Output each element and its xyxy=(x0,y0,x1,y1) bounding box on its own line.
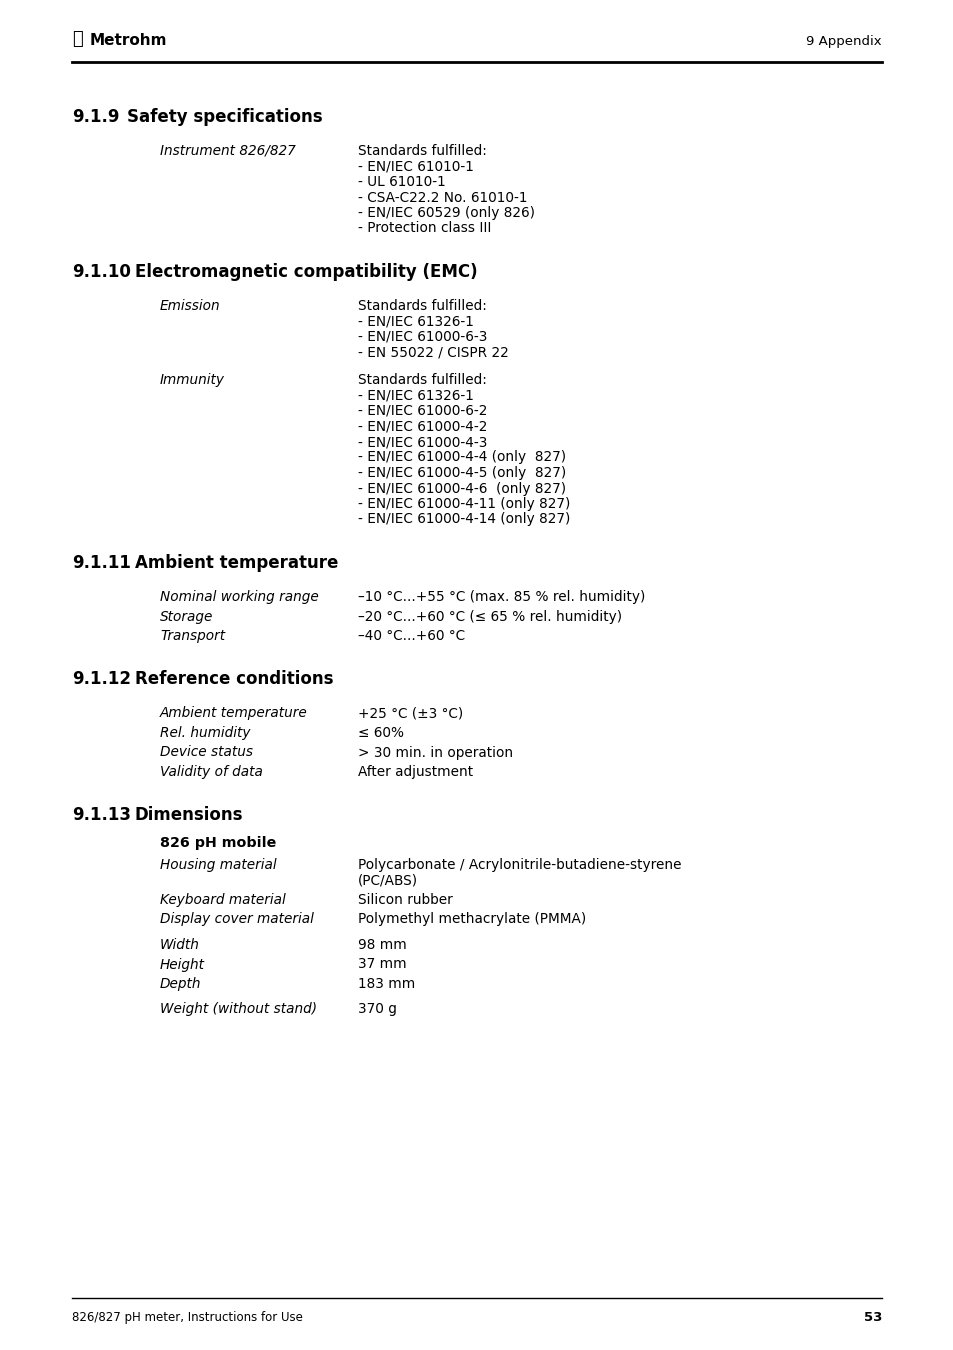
Text: Nominal working range: Nominal working range xyxy=(160,590,318,603)
Text: - EN/IEC 61000-4-14 (only 827): - EN/IEC 61000-4-14 (only 827) xyxy=(357,513,570,526)
Text: - EN/IEC 61000-4-2: - EN/IEC 61000-4-2 xyxy=(357,420,487,433)
Text: - EN/IEC 61000-4-4 (only  827): - EN/IEC 61000-4-4 (only 827) xyxy=(357,451,565,464)
Text: Polymethyl methacrylate (PMMA): Polymethyl methacrylate (PMMA) xyxy=(357,913,586,926)
Text: Ambient temperature: Ambient temperature xyxy=(134,554,337,572)
Text: ≤ 60%: ≤ 60% xyxy=(357,726,403,740)
Text: - Protection class III: - Protection class III xyxy=(357,221,491,235)
Text: - EN/IEC 61000-6-3: - EN/IEC 61000-6-3 xyxy=(357,329,487,344)
Text: 9.1.12: 9.1.12 xyxy=(71,671,131,689)
Text: 9.1.9: 9.1.9 xyxy=(71,108,119,126)
Text: –20 °C...+60 °C (≤ 65 % rel. humidity): –20 °C...+60 °C (≤ 65 % rel. humidity) xyxy=(357,609,621,624)
Text: - EN/IEC 61326-1: - EN/IEC 61326-1 xyxy=(357,389,474,402)
Text: - EN 55022 / CISPR 22: - EN 55022 / CISPR 22 xyxy=(357,346,508,359)
Text: Height: Height xyxy=(160,957,205,972)
Text: Housing material: Housing material xyxy=(160,859,276,872)
Text: Metrohm: Metrohm xyxy=(90,32,168,49)
Text: - EN/IEC 61010-1: - EN/IEC 61010-1 xyxy=(357,159,474,174)
Text: After adjustment: After adjustment xyxy=(357,765,473,779)
Text: Polycarbonate / Acrylonitrile-butadiene-styrene: Polycarbonate / Acrylonitrile-butadiene-… xyxy=(357,859,680,872)
Text: - EN/IEC 61000-4-11 (only 827): - EN/IEC 61000-4-11 (only 827) xyxy=(357,497,570,512)
Text: Electromagnetic compatibility (EMC): Electromagnetic compatibility (EMC) xyxy=(134,263,476,281)
Text: Validity of data: Validity of data xyxy=(160,765,263,779)
Text: Silicon rubber: Silicon rubber xyxy=(357,892,453,907)
Text: Safety specifications: Safety specifications xyxy=(127,108,322,126)
Text: 183 mm: 183 mm xyxy=(357,977,415,991)
Text: Ambient temperature: Ambient temperature xyxy=(160,706,308,721)
Text: Dimensions: Dimensions xyxy=(134,806,243,825)
Text: Depth: Depth xyxy=(160,977,201,991)
Text: Storage: Storage xyxy=(160,609,213,624)
Text: - UL 61010-1: - UL 61010-1 xyxy=(357,176,445,189)
Text: Standards fulfilled:: Standards fulfilled: xyxy=(357,144,486,158)
Text: Device status: Device status xyxy=(160,745,253,760)
Text: 37 mm: 37 mm xyxy=(357,957,406,972)
Text: 826 pH mobile: 826 pH mobile xyxy=(160,837,276,850)
Text: 9.1.13: 9.1.13 xyxy=(71,806,131,825)
Text: - EN/IEC 61000-6-2: - EN/IEC 61000-6-2 xyxy=(357,404,487,418)
Text: Rel. humidity: Rel. humidity xyxy=(160,726,251,740)
Text: Width: Width xyxy=(160,938,200,952)
Text: Ⓜ: Ⓜ xyxy=(71,30,83,49)
Text: Immunity: Immunity xyxy=(160,373,225,387)
Text: Instrument 826/827: Instrument 826/827 xyxy=(160,144,295,158)
Text: Emission: Emission xyxy=(160,298,220,313)
Text: –10 °C...+55 °C (max. 85 % rel. humidity): –10 °C...+55 °C (max. 85 % rel. humidity… xyxy=(357,590,644,603)
Text: 98 mm: 98 mm xyxy=(357,938,406,952)
Text: 53: 53 xyxy=(862,1311,882,1324)
Text: Display cover material: Display cover material xyxy=(160,913,314,926)
Text: Transport: Transport xyxy=(160,629,225,643)
Text: - CSA-C22.2 No. 61010-1: - CSA-C22.2 No. 61010-1 xyxy=(357,190,527,204)
Text: Keyboard material: Keyboard material xyxy=(160,892,286,907)
Text: - EN/IEC 61000-4-5 (only  827): - EN/IEC 61000-4-5 (only 827) xyxy=(357,466,566,481)
Text: Standards fulfilled:: Standards fulfilled: xyxy=(357,373,486,387)
Text: –40 °C...+60 °C: –40 °C...+60 °C xyxy=(357,629,465,643)
Text: +25 °C (±3 °C): +25 °C (±3 °C) xyxy=(357,706,463,721)
Text: 826/827 pH meter, Instructions for Use: 826/827 pH meter, Instructions for Use xyxy=(71,1311,302,1324)
Text: > 30 min. in operation: > 30 min. in operation xyxy=(357,745,513,760)
Text: 9.1.11: 9.1.11 xyxy=(71,554,131,572)
Text: - EN/IEC 61000-4-6  (only 827): - EN/IEC 61000-4-6 (only 827) xyxy=(357,482,565,495)
Text: Standards fulfilled:: Standards fulfilled: xyxy=(357,298,486,313)
Text: - EN/IEC 61000-4-3: - EN/IEC 61000-4-3 xyxy=(357,435,487,450)
Text: - EN/IEC 60529 (only 826): - EN/IEC 60529 (only 826) xyxy=(357,207,535,220)
Text: Reference conditions: Reference conditions xyxy=(134,671,333,689)
Text: Weight (without stand): Weight (without stand) xyxy=(160,1003,316,1017)
Text: 9.1.10: 9.1.10 xyxy=(71,263,131,281)
Text: 370 g: 370 g xyxy=(357,1003,396,1017)
Text: 9 Appendix: 9 Appendix xyxy=(805,35,882,49)
Text: - EN/IEC 61326-1: - EN/IEC 61326-1 xyxy=(357,315,474,328)
Text: (PC/ABS): (PC/ABS) xyxy=(357,873,417,887)
